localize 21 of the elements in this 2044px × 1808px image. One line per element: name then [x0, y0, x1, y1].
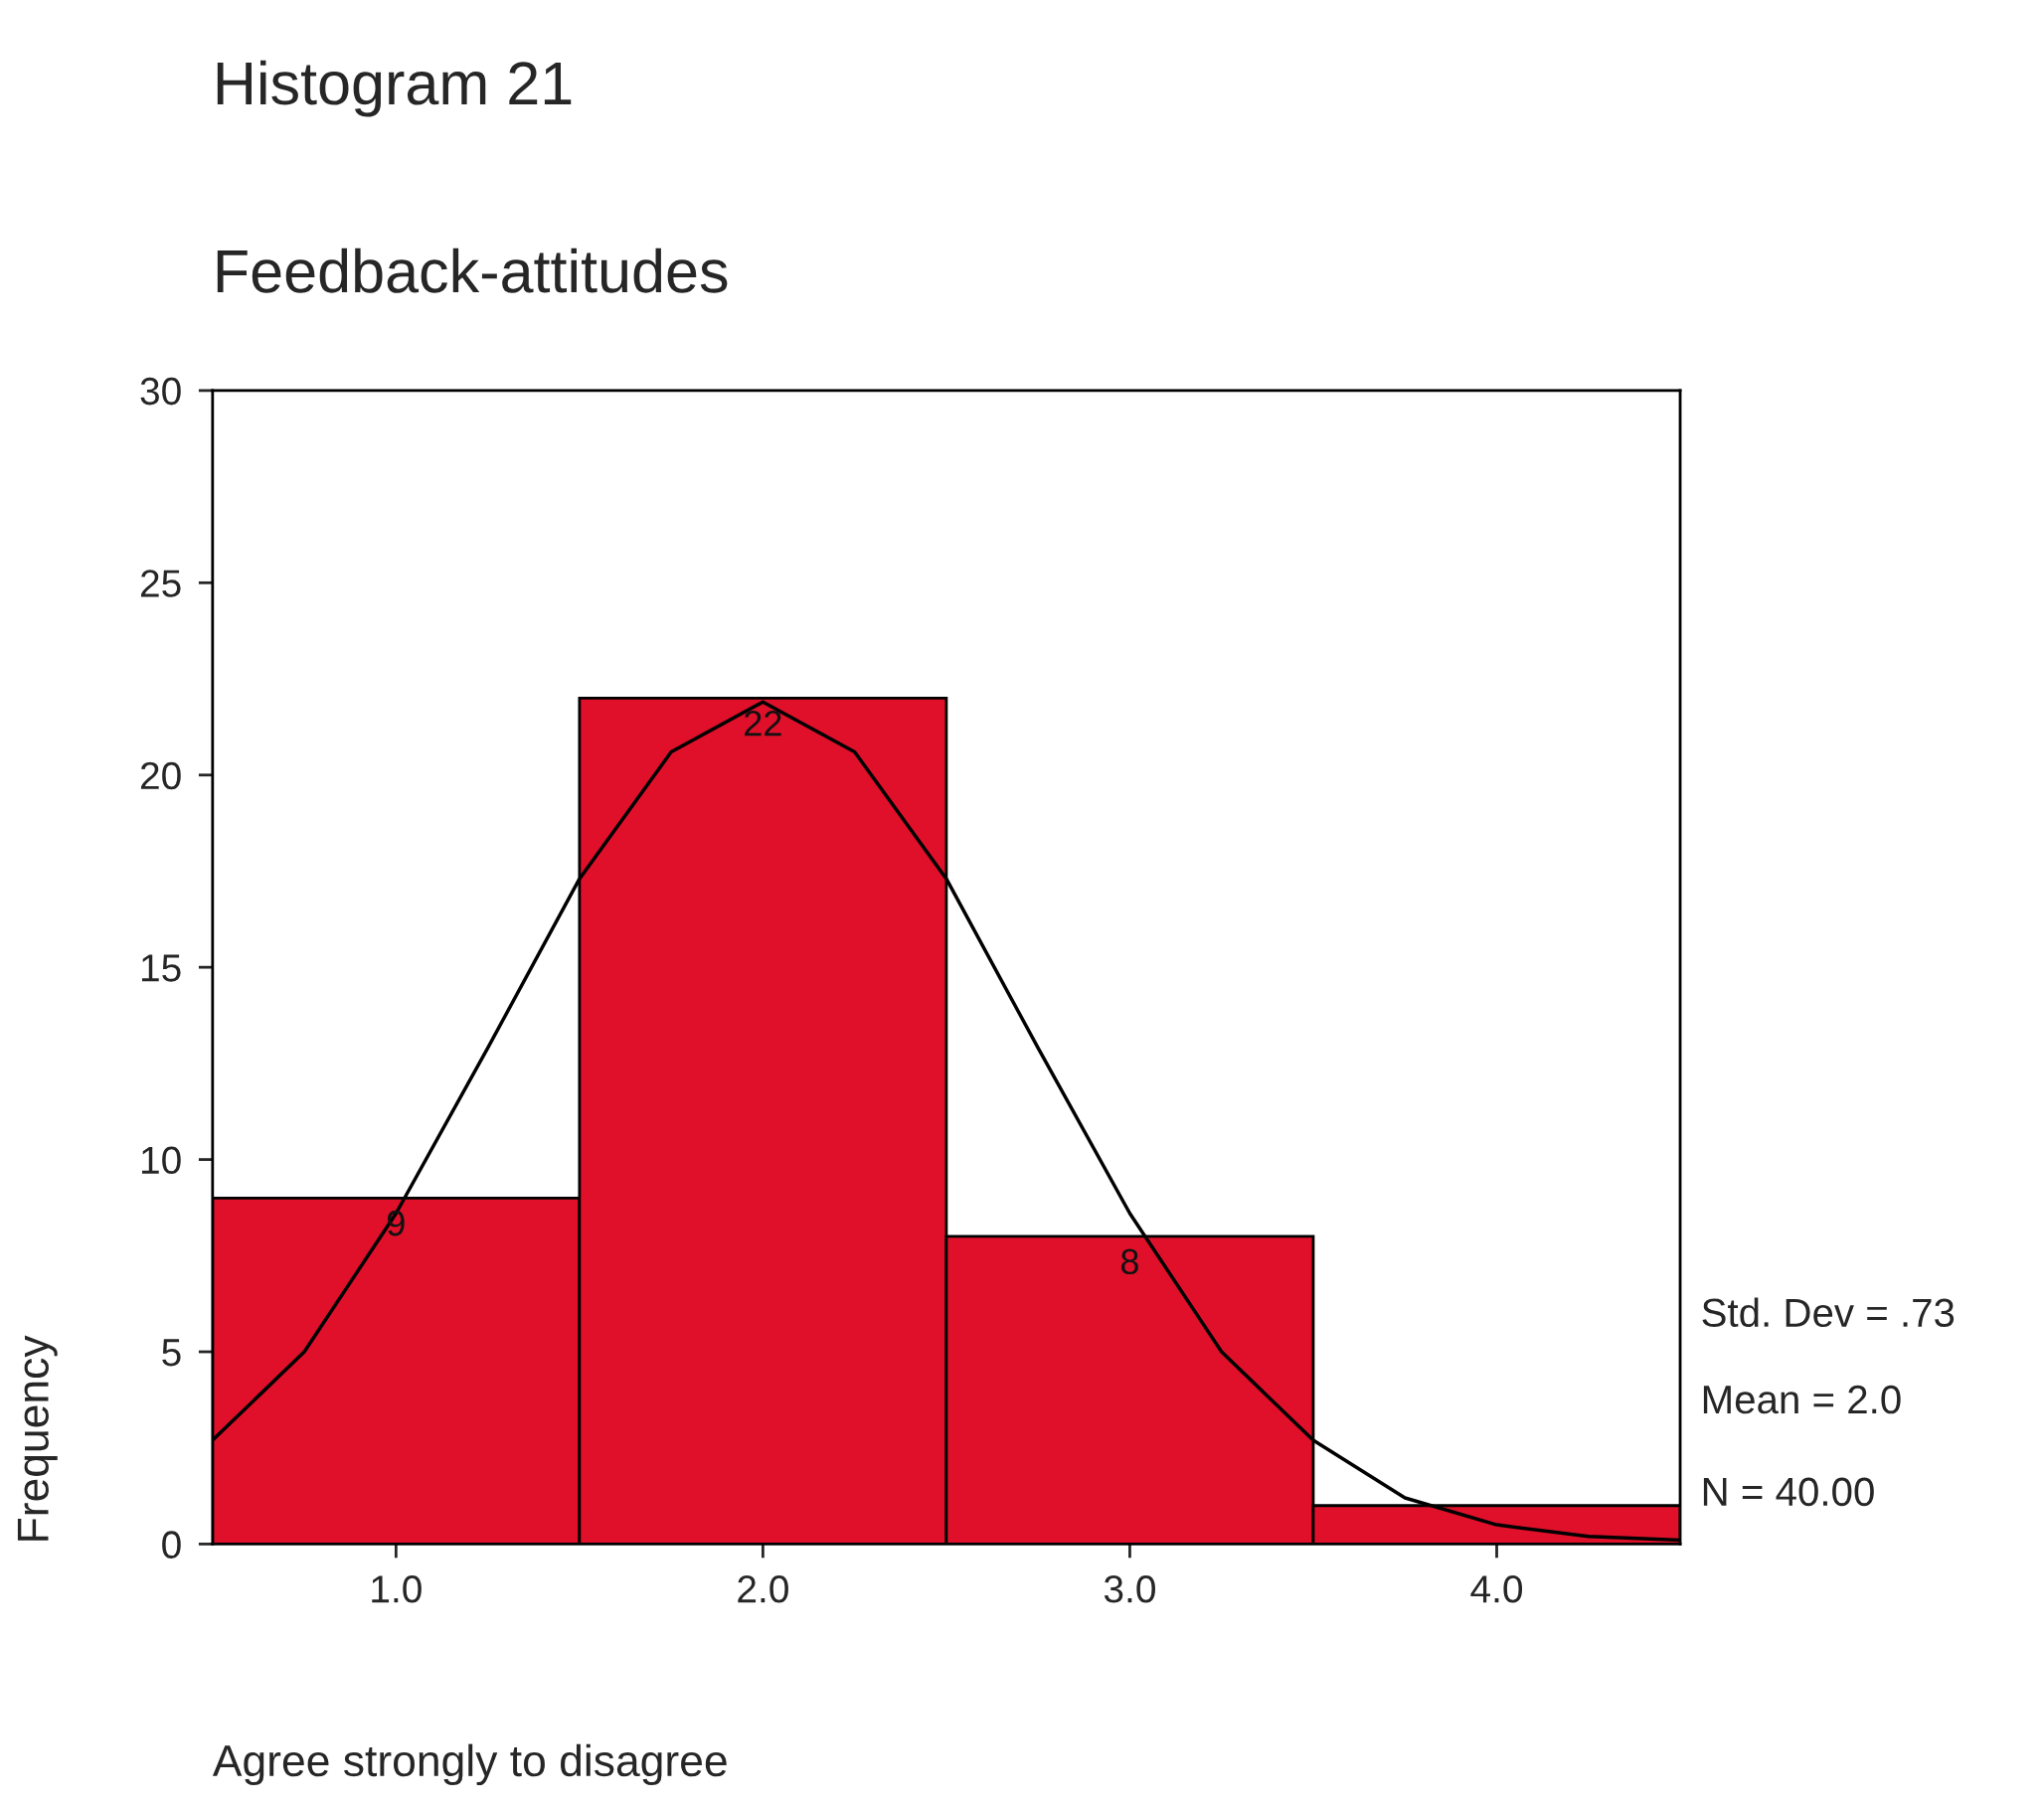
chart-subtitle: Feedback-attitudes [217, 247, 728, 293]
y-tick-label: 0 [162, 1531, 181, 1559]
data-label: 22 [745, 710, 781, 737]
y-tick-label: 15 [141, 954, 181, 982]
y-tick-label: 30 [140, 377, 181, 406]
x-tick-label: 3.0 [1104, 1575, 1155, 1603]
text: Mean = 2.0 [1703, 1385, 1901, 1414]
x-tick-label: 2.0 [738, 1575, 788, 1603]
data-label: 8 [1120, 1248, 1138, 1275]
data-label: 9 [388, 1210, 405, 1236]
text: N = 40.00 [1703, 1477, 1874, 1507]
chart-title: Histogram 21 [217, 60, 572, 117]
y-tick-label: 10 [141, 1146, 181, 1175]
y-tick-label: 25 [140, 570, 181, 597]
y-axis-title: Frequency [17, 1335, 58, 1541]
text: Std. Dev = .73 [1702, 1297, 1955, 1328]
x-tick-label: 1.0 [372, 1575, 422, 1603]
y-tick-label: 5 [162, 1339, 181, 1367]
x-axis-title: Agree strongly to disagree [212, 1743, 727, 1786]
x-tick-label: 4.0 [1470, 1575, 1523, 1603]
y-tick-label: 20 [140, 761, 181, 790]
